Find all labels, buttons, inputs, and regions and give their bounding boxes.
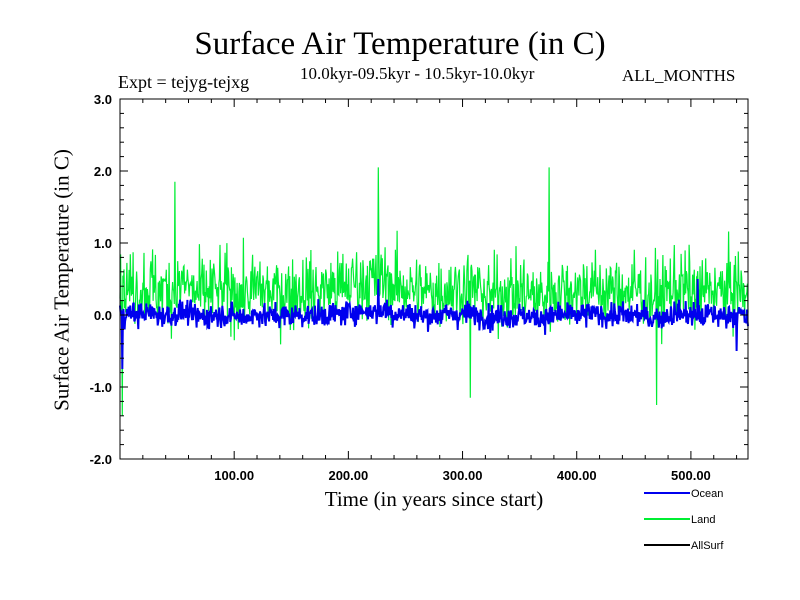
- x-tick-label: 100.00: [214, 468, 254, 483]
- x-axis-label: Time (in years since start): [324, 487, 544, 511]
- series-lines: [119, 167, 749, 416]
- legend-label-land: Land: [691, 514, 715, 526]
- plot-frame: [119, 98, 749, 460]
- y-tick-label: -2.0: [90, 452, 112, 467]
- legend-label-ocean: Ocean: [691, 488, 723, 500]
- axis-ticks: -2.0 -1.0 0.0 1.0 2.0 3.0 100.00 200.00 300.00 40…: [90, 92, 748, 483]
- period-label: 10.0kyr-09.5kyr - 10.5kyr-10.0kyr: [300, 64, 535, 83]
- x-tick-label: 200.00: [328, 468, 368, 483]
- series-line-land: [119, 167, 749, 416]
- legend: Ocean Land AllSurf: [644, 488, 724, 552]
- x-tick-label: 300.00: [443, 468, 483, 483]
- series-line-ocean: [119, 278, 749, 370]
- y-tick-label: 0.0: [94, 308, 112, 323]
- y-tick-label: -1.0: [90, 380, 112, 395]
- x-tick-label: 400.00: [557, 468, 597, 483]
- legend-label-allsurf: AllSurf: [691, 540, 724, 552]
- y-tick-label: 2.0: [94, 164, 112, 179]
- chart-title: Surface Air Temperature (in C): [194, 26, 606, 62]
- y-tick-label: 1.0: [94, 236, 112, 251]
- y-tick-label: 3.0: [94, 92, 112, 107]
- months-label: ALL_MONTHS: [622, 66, 736, 85]
- x-tick-label: 500.00: [671, 468, 711, 483]
- expt-label: Expt = tejyg-tejxg: [118, 72, 250, 92]
